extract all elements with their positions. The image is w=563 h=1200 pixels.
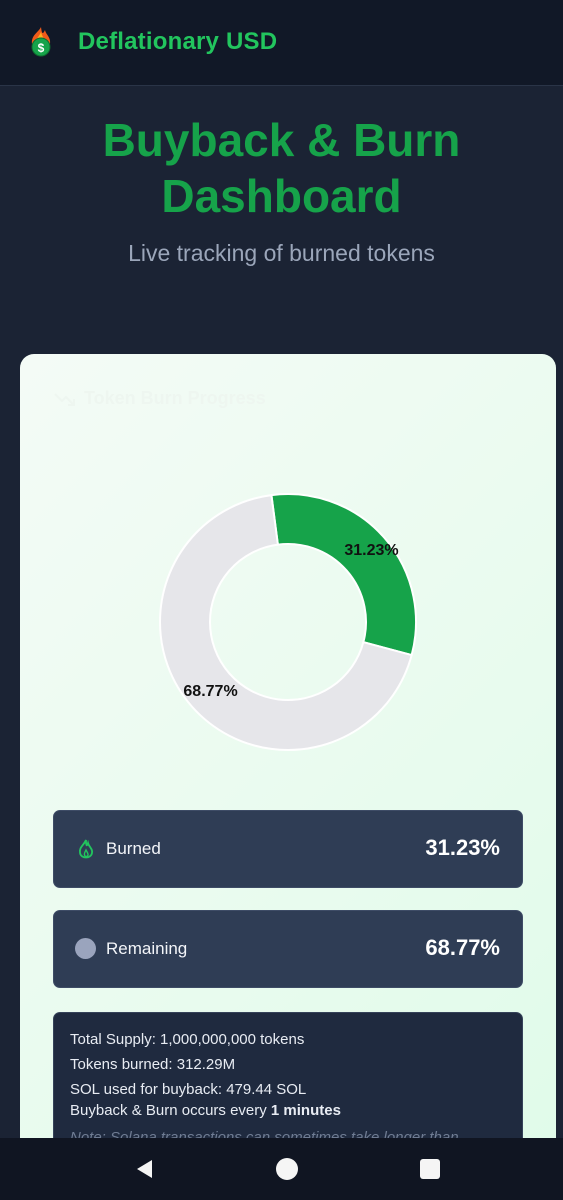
burn-progress-card: Token Burn Progress 31.23% 68.77% Burned … [20, 354, 556, 1200]
flame-icon [78, 839, 94, 859]
card-title: Token Burn Progress [54, 388, 266, 409]
top-bar: $ Deflationary USD [0, 0, 563, 86]
card-title-text: Token Burn Progress [84, 388, 266, 408]
page-title: Buyback & Burn Dashboard [0, 112, 563, 224]
burn-frequency-value: 1 minutes [270, 1102, 341, 1119]
svg-text:$: $ [38, 41, 45, 55]
token-info-box: Total Supply: 1,000,000,000 tokens Token… [53, 1012, 523, 1200]
burned-value: 31.23% [425, 835, 500, 860]
remaining-dot-icon [75, 938, 96, 959]
page-subtitle: Live tracking of burned tokens [128, 240, 435, 266]
remaining-label: Remaining [106, 939, 188, 958]
page-title-line-1: Buyback & Burn [102, 114, 461, 166]
burning-dollar-icon: $ [31, 27, 51, 57]
burned-stat: Burned 31.23% [53, 810, 523, 888]
remaining-stat: Remaining 68.77% [53, 910, 523, 988]
remaining-value: 68.77% [425, 935, 500, 960]
burn-frequency-prefix: Buyback & Burn occurs every [70, 1102, 271, 1119]
donut-slice-remaining [159, 493, 413, 751]
donut-label-burned: 31.23% [344, 542, 398, 559]
brand-name[interactable]: Deflationary USD [78, 28, 278, 55]
tokens-burned: Tokens burned: 312.29M [70, 1056, 236, 1073]
burn-frequency: Buyback & Burn occurs every 1 minutes [70, 1100, 506, 1121]
page-title-line-2: Dashboard [161, 170, 402, 222]
trending-down-icon [54, 392, 75, 406]
burn-donut-chart: 31.23% 68.77% [159, 493, 417, 751]
home-icon[interactable] [276, 1158, 298, 1180]
burned-label: Burned [106, 839, 161, 858]
total-supply: Total Supply: 1,000,000,000 tokens [70, 1031, 305, 1048]
recents-icon[interactable] [420, 1159, 440, 1179]
sol-used: SOL used for buyback: 479.44 SOL [70, 1081, 307, 1098]
back-icon[interactable] [134, 1158, 156, 1180]
donut-label-remaining: 68.77% [183, 683, 237, 700]
donut-slice-burned [270, 493, 417, 657]
